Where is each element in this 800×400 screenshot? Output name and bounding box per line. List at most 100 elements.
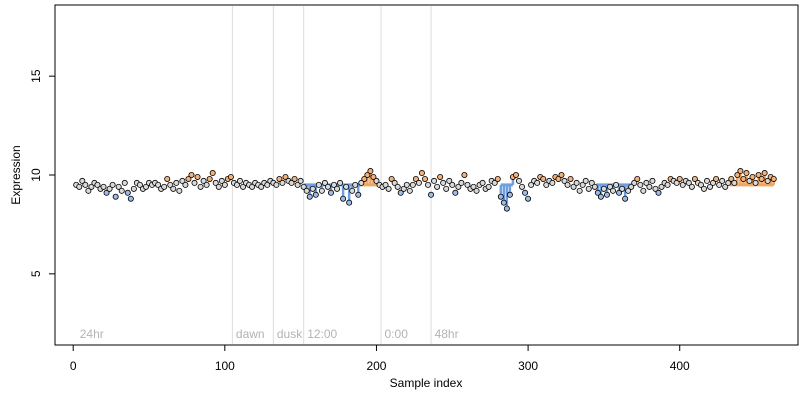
data-point <box>121 179 128 186</box>
data-point <box>549 179 556 186</box>
x-tick-label: 200 <box>366 359 386 373</box>
data-point <box>716 181 723 188</box>
data-point <box>276 175 283 182</box>
data-point <box>79 177 86 184</box>
data-point <box>664 181 671 188</box>
data-point <box>418 170 425 177</box>
data-point <box>321 179 328 186</box>
data-point <box>564 181 571 188</box>
data-point <box>603 191 610 198</box>
data-point <box>697 181 704 188</box>
data-point <box>710 179 717 186</box>
data-point <box>494 175 501 182</box>
data-point <box>85 187 92 194</box>
data-point <box>388 175 395 182</box>
y-tick-label: 15 <box>29 69 43 83</box>
data-point <box>397 189 404 196</box>
data-point <box>519 183 526 190</box>
data-point <box>685 179 692 186</box>
data-point <box>94 181 101 188</box>
data-point <box>616 189 623 196</box>
data-point <box>273 181 280 188</box>
data-point <box>610 187 617 194</box>
data-point <box>591 183 598 190</box>
data-point <box>161 183 168 190</box>
data-point <box>312 191 319 198</box>
data-point <box>112 193 119 200</box>
data-points <box>73 168 777 212</box>
data-point <box>679 181 686 188</box>
data-point <box>458 179 465 186</box>
data-point <box>100 183 107 190</box>
data-point <box>352 181 359 188</box>
data-point <box>258 183 265 190</box>
data-point <box>291 175 298 182</box>
data-point <box>440 179 447 186</box>
data-point <box>76 183 83 190</box>
data-point <box>173 179 180 186</box>
data-point <box>391 179 398 186</box>
data-point <box>218 177 225 184</box>
data-point <box>734 171 741 178</box>
data-point <box>394 183 401 190</box>
data-point <box>594 189 601 196</box>
x-tick-label: 300 <box>518 359 538 373</box>
y-axis-title: Expression <box>9 145 23 204</box>
data-point <box>364 171 371 178</box>
data-point <box>631 179 638 186</box>
data-point <box>503 205 510 212</box>
data-point <box>236 177 243 184</box>
data-point <box>658 183 665 190</box>
annotation-label: dusk <box>277 327 303 341</box>
data-point <box>431 177 438 184</box>
data-point <box>412 175 419 182</box>
data-point <box>337 179 344 186</box>
data-point <box>755 171 762 178</box>
data-point <box>613 181 620 188</box>
data-point <box>400 185 407 192</box>
data-point <box>306 193 313 200</box>
data-point <box>240 183 247 190</box>
data-point <box>640 187 647 194</box>
data-point <box>606 183 613 190</box>
data-point <box>167 181 174 188</box>
data-point <box>688 183 695 190</box>
data-point <box>515 177 522 184</box>
data-point <box>282 173 289 180</box>
data-point <box>197 183 204 190</box>
data-point <box>182 181 189 188</box>
data-point <box>443 185 450 192</box>
data-point <box>303 187 310 194</box>
data-point <box>327 189 334 196</box>
data-point <box>646 183 653 190</box>
time-annotations: 24hr dawn dusk 12:00 0:00 48hr <box>80 327 459 341</box>
data-point <box>88 183 95 190</box>
data-point <box>691 175 698 182</box>
data-point <box>346 199 353 206</box>
data-point <box>731 179 738 186</box>
data-point <box>415 179 422 186</box>
data-point <box>704 177 711 184</box>
data-point <box>297 177 304 184</box>
data-point <box>403 181 410 188</box>
data-point <box>188 171 195 178</box>
data-point <box>249 183 256 190</box>
data-point <box>752 179 759 186</box>
data-point <box>464 181 471 188</box>
data-point <box>543 181 550 188</box>
data-point <box>367 168 374 175</box>
data-point <box>470 183 477 190</box>
data-point <box>707 183 714 190</box>
data-point <box>318 187 325 194</box>
data-point <box>452 189 459 196</box>
data-point <box>540 175 547 182</box>
data-point <box>103 189 110 196</box>
annotation-label: dawn <box>236 327 265 341</box>
data-point <box>221 181 228 188</box>
data-point <box>340 195 347 202</box>
data-point <box>109 181 116 188</box>
data-point <box>579 181 586 188</box>
data-point <box>570 183 577 190</box>
data-point <box>155 181 162 188</box>
